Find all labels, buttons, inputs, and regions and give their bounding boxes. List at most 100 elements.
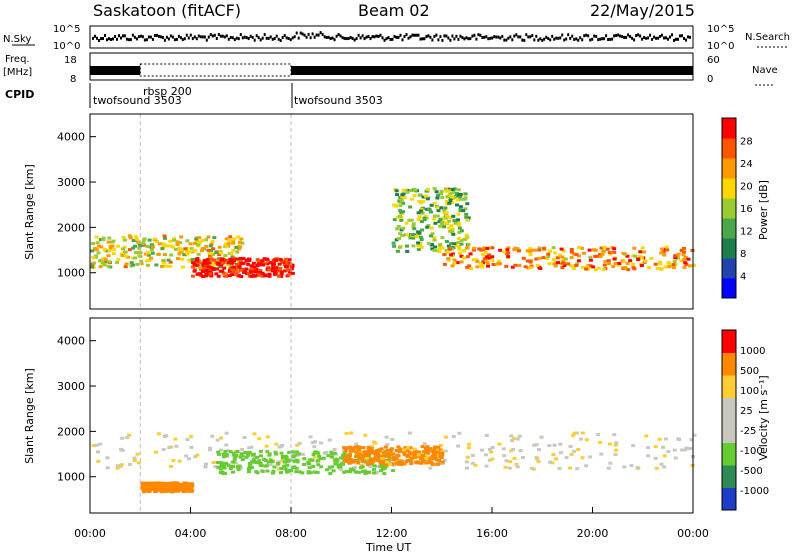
heatmap-cell	[399, 228, 404, 232]
heatmap-cell	[93, 247, 97, 251]
heatmap-cell	[646, 454, 651, 458]
heatmap-cell	[198, 266, 203, 270]
nsky-point	[131, 33, 134, 37]
nsky-point	[100, 37, 102, 41]
heatmap-cell	[612, 250, 617, 254]
heatmap-cell	[195, 239, 200, 243]
heatmap-cell	[438, 453, 443, 457]
nsky-point	[108, 37, 110, 41]
heatmap-cell	[206, 235, 211, 239]
heatmap-cell	[218, 466, 223, 470]
heatmap-cell	[96, 459, 101, 463]
heatmap-cell	[119, 463, 124, 467]
heatmap-cell	[571, 267, 576, 270]
xtick-label: 12:00	[376, 527, 408, 540]
heatmap-cell	[168, 239, 173, 243]
heatmap-cell	[383, 445, 388, 449]
nsky-point	[247, 37, 250, 40]
heatmap-cell	[521, 256, 526, 260]
heatmap-cell	[240, 241, 245, 245]
heatmap-cell	[430, 454, 435, 458]
heatmap-cell	[405, 190, 410, 194]
heatmap-cell	[349, 460, 354, 464]
heatmap-cell	[256, 259, 261, 263]
heatmap-cell	[423, 194, 428, 198]
heatmap-cell	[212, 258, 217, 262]
heatmap-cell	[510, 265, 515, 269]
heatmap-cell	[226, 242, 231, 246]
heatmap-cell	[447, 201, 452, 205]
nsky-point	[513, 34, 516, 38]
heatmap-cell	[682, 257, 687, 261]
heatmap-cell	[259, 454, 263, 458]
nsky-point	[118, 34, 120, 38]
heatmap-cell	[343, 455, 348, 459]
heatmap-cell	[372, 464, 377, 468]
heatmap-cell	[408, 236, 413, 240]
nsky-point	[585, 33, 588, 37]
heatmap-cell	[551, 246, 556, 250]
heatmap-cell	[436, 193, 441, 197]
nsky-point	[255, 34, 258, 38]
heatmap-cell	[675, 256, 680, 260]
heatmap-cell	[140, 486, 145, 490]
heatmap-cell	[219, 468, 224, 472]
heatmap-cell	[213, 465, 218, 469]
heatmap-cell	[239, 275, 244, 278]
heatmap-cell	[550, 461, 555, 465]
heatmap-cell	[267, 272, 272, 276]
heatmap-cell	[673, 263, 678, 267]
freq-label-1: Freq.	[5, 54, 30, 65]
heatmap-cell	[127, 248, 132, 252]
heatmap-cell	[458, 208, 463, 212]
heatmap-cell	[659, 462, 664, 466]
heatmap-cell	[153, 488, 158, 492]
heatmap-cell	[384, 435, 389, 439]
heatmap-cell	[370, 445, 375, 449]
heatmap-cell	[91, 444, 96, 448]
heatmap-cell	[256, 461, 261, 465]
heatmap-cell	[295, 460, 300, 464]
heatmap-cell	[178, 485, 183, 489]
heatmap-cell	[430, 243, 434, 246]
heatmap-cell	[639, 256, 644, 260]
nsky-point	[475, 37, 478, 41]
heatmap-cell	[490, 258, 495, 262]
heatmap-cell	[576, 448, 581, 451]
heatmap-cell	[193, 241, 197, 245]
nsky-point	[301, 32, 304, 36]
nsky-point	[637, 33, 640, 37]
heatmap-cell	[196, 252, 201, 256]
heatmap-cell	[326, 454, 331, 458]
nsky-point	[621, 35, 624, 39]
heatmap-cell	[292, 465, 297, 469]
heatmap-cell	[111, 252, 116, 256]
heatmap-cell	[452, 219, 457, 223]
heatmap-cell	[215, 267, 219, 271]
heatmap-cell	[208, 244, 213, 248]
nsky-point	[471, 34, 474, 38]
heatmap-cell	[314, 471, 319, 474]
nsky-point	[415, 33, 418, 37]
nsky-point	[617, 33, 620, 37]
heatmap-cell	[354, 442, 359, 446]
heatmap-cell	[116, 257, 121, 261]
nsky-point	[104, 34, 106, 37]
nsky-point	[299, 31, 302, 35]
nsky-point	[183, 37, 186, 41]
heatmap-cell	[212, 262, 217, 266]
heatmap-cell	[191, 249, 195, 252]
heatmap-cell	[379, 447, 384, 451]
heatmap-cell	[487, 256, 492, 260]
heatmap-cell	[395, 249, 400, 253]
heatmap-cell	[569, 247, 574, 251]
heatmap-cell	[163, 253, 167, 257]
heatmap-cell	[456, 223, 461, 227]
heatmap-cell	[271, 265, 276, 269]
heatmap-cell	[438, 448, 443, 452]
heatmap-cell	[396, 462, 401, 466]
freq-tick-top: 18	[64, 55, 77, 66]
heatmap-cell	[106, 240, 111, 244]
heatmap-cell	[95, 241, 100, 245]
nsky-point	[419, 37, 422, 41]
